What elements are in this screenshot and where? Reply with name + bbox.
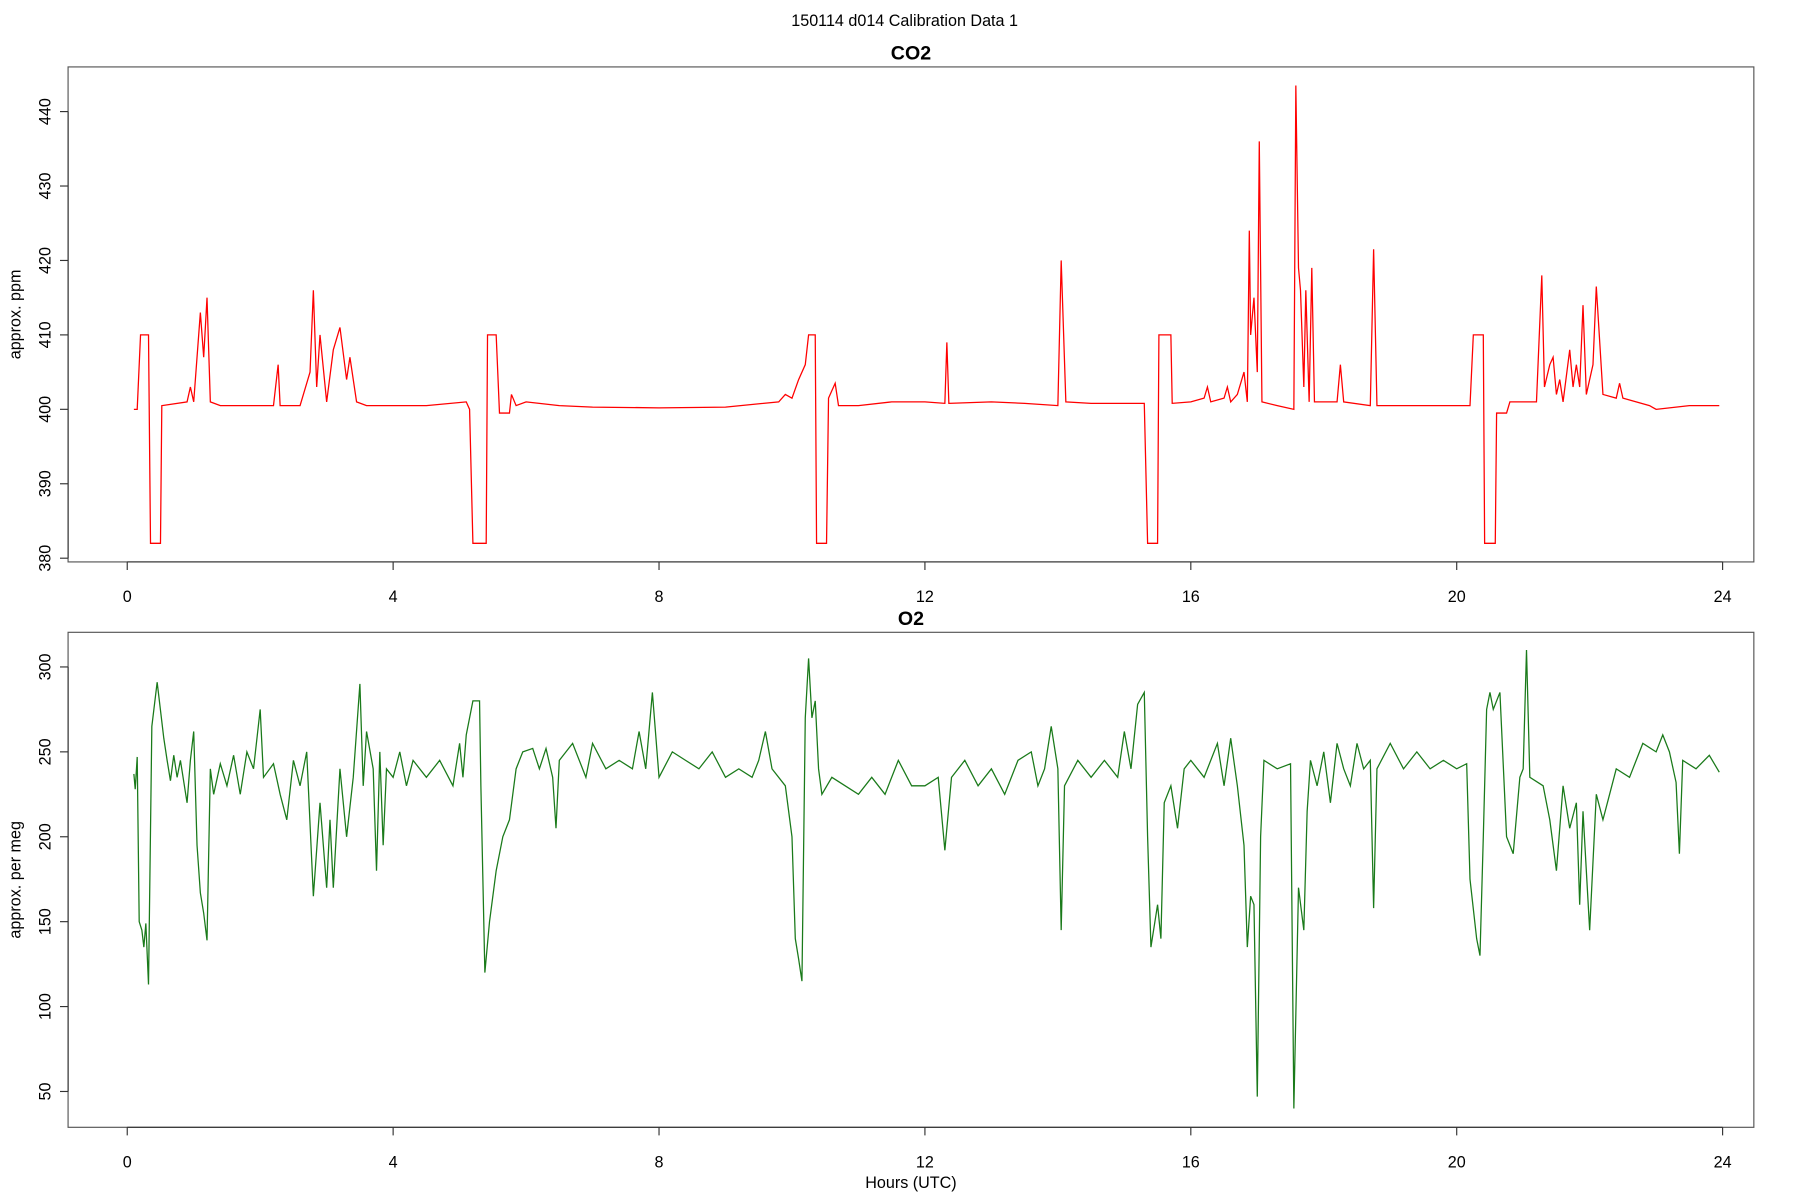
panel-title: O2: [898, 608, 924, 630]
y-tick-label: 50: [36, 1082, 54, 1100]
x-axis-label: Hours (UTC): [865, 1174, 956, 1192]
x-tick-label: 20: [1448, 588, 1466, 606]
x-tick-label: 4: [389, 1153, 398, 1171]
y-tick-label: 440: [36, 98, 54, 125]
data-line: [133, 85, 1720, 544]
y-axis-label: approx. ppm: [6, 270, 24, 360]
x-tick-label: 16: [1182, 1153, 1200, 1171]
x-tick-label: 12: [916, 1153, 934, 1171]
x-tick-label: 8: [655, 588, 664, 606]
x-tick-label: 16: [1182, 588, 1200, 606]
plot-box: [67, 66, 1755, 563]
y-tick-label: 430: [36, 173, 54, 200]
y-axis-label: approx. per meg: [6, 821, 24, 939]
y-tick-label: 200: [36, 823, 54, 850]
x-tick-label: 0: [123, 588, 132, 606]
y-tick-label: 380: [36, 545, 54, 572]
data-line: [133, 649, 1720, 1109]
y-tick-label: 300: [36, 653, 54, 680]
x-tick-label: 0: [123, 1153, 132, 1171]
y-tick-label: 400: [36, 396, 54, 423]
y-tick-label: 390: [36, 470, 54, 497]
y-tick-label: 150: [36, 908, 54, 935]
x-tick-label: 20: [1448, 1153, 1466, 1171]
y-tick-label: 410: [36, 321, 54, 348]
figure-title: 150114 d014 Calibration Data 1: [791, 12, 1018, 30]
x-tick-label: 4: [389, 588, 398, 606]
y-tick-label: 250: [36, 738, 54, 765]
x-tick-label: 24: [1714, 1153, 1732, 1171]
x-tick-label: 8: [655, 1153, 664, 1171]
x-tick-label: 12: [916, 588, 934, 606]
x-tick-label: 24: [1714, 588, 1732, 606]
y-tick-label: 100: [36, 993, 54, 1020]
y-tick-label: 420: [36, 247, 54, 274]
panel-title: CO2: [891, 42, 931, 64]
